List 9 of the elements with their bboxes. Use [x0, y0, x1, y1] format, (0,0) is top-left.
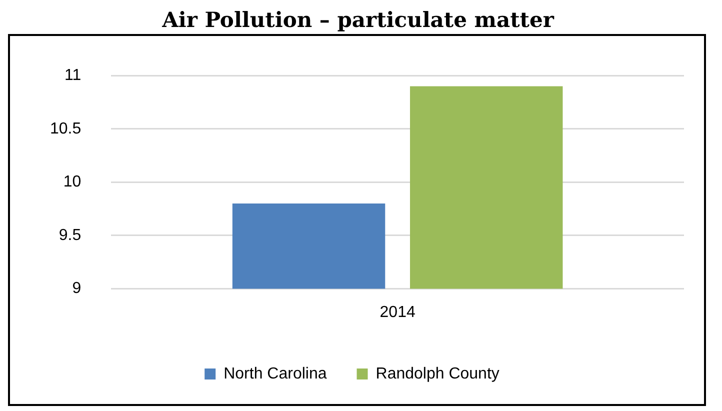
legend-label: North Carolina: [224, 365, 327, 382]
y-tick-label: 10: [63, 174, 82, 191]
x-tick-label: 2014: [380, 304, 416, 321]
y-tick-label: 11: [64, 67, 82, 84]
y-tick-label: 10.5: [50, 120, 82, 138]
chart-title: Air Pollution – particulate matter: [161, 6, 556, 34]
y-tick-label: 9.5: [58, 226, 82, 244]
y-tick-label: 9: [72, 280, 82, 298]
legend-label: Randolph County: [376, 365, 500, 382]
